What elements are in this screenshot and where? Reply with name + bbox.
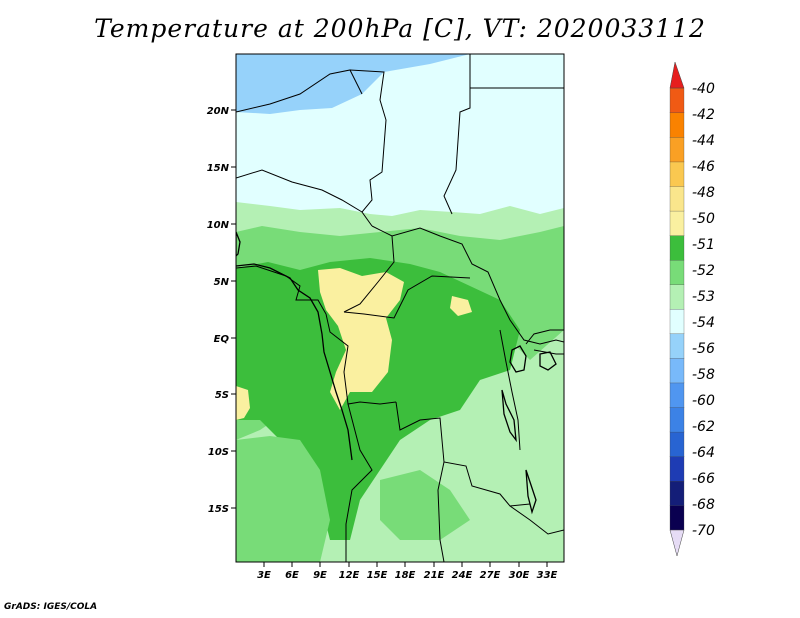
lon-label: 9E	[313, 570, 327, 581]
border-line	[343, 275, 471, 319]
lon-label: 21E	[424, 570, 445, 581]
border-line	[533, 349, 564, 355]
colorbar-label: -68	[692, 497, 715, 513]
colorbar-swatch	[669, 186, 685, 212]
colorbar: -40 -42 -44 -46 -48 -50 -51 -52 -53 -54 …	[669, 61, 715, 557]
colorbar-label: -62	[692, 419, 715, 435]
colorbar-label: -54	[692, 315, 715, 331]
lon-label: 15E	[367, 570, 388, 581]
colorbar-swatch	[669, 161, 685, 187]
lat-axis: 20N 15N 10N 5N EQ 5S 10S 15S	[207, 106, 236, 515]
lat-label: 15S	[208, 504, 229, 515]
border-line	[236, 169, 363, 213]
lon-label: 12E	[339, 570, 360, 581]
lat-label: 5N	[214, 277, 230, 288]
border-line	[371, 225, 564, 345]
colorbar-label: -50	[692, 211, 715, 227]
colorbar-label: -53	[692, 289, 715, 305]
border-line	[325, 313, 397, 405]
colorbar-swatch	[669, 235, 685, 261]
field-warm-pocket-3	[450, 296, 472, 316]
colorbar-swatch	[669, 210, 685, 236]
colorbar-swatch	[669, 284, 685, 310]
country-borders	[236, 54, 564, 562]
border-line	[236, 265, 327, 315]
lon-label: 30E	[509, 570, 530, 581]
lon-label: 6E	[285, 570, 299, 581]
temperature-field	[236, 54, 564, 562]
colorbar-label: -42	[692, 107, 715, 123]
border-line	[395, 401, 531, 507]
field-warm-pocket-1	[318, 268, 404, 410]
colorbar-label: -40	[692, 81, 715, 97]
colorbar-swatch	[669, 456, 685, 482]
lake	[236, 231, 241, 257]
lon-label: 3E	[257, 570, 271, 581]
colorbar-swatch	[669, 480, 685, 506]
colorbar-label: -51	[692, 237, 715, 253]
border-line	[525, 329, 564, 345]
colorbar-label: -64	[692, 445, 715, 461]
colorbar-bottom-arrow	[669, 529, 685, 557]
grads-credit: GrADS: IGES/COLA	[4, 602, 98, 612]
colorbar-label: -66	[692, 471, 715, 487]
colorbar-label: -52	[692, 263, 715, 279]
colorbar-swatch	[669, 382, 685, 408]
colorbar-swatch	[669, 136, 685, 163]
border-line	[236, 69, 363, 113]
colorbar-swatch	[669, 407, 685, 433]
colorbar-label: -58	[692, 367, 715, 383]
colorbar-label: -48	[692, 185, 715, 201]
field-coldest-corner	[236, 54, 470, 114]
colorbar-swatch	[669, 308, 685, 335]
border-line	[349, 69, 387, 227]
field-southeast-patch	[380, 470, 470, 540]
colorbar-label: -44	[692, 133, 715, 149]
lat-label: 15N	[207, 163, 230, 174]
lon-label: 24E	[452, 570, 473, 581]
border-line	[499, 329, 521, 451]
lat-label: 20N	[207, 106, 230, 117]
colorbar-swatch	[669, 333, 685, 359]
coastline	[236, 263, 353, 461]
field-warm-pocket-2	[236, 386, 250, 420]
colorbar-label: -70	[692, 523, 715, 539]
lon-label: 33E	[537, 570, 558, 581]
lon-label: 18E	[395, 570, 416, 581]
lake	[539, 351, 557, 371]
colorbar-label: -56	[692, 341, 715, 357]
lat-label: 5S	[215, 390, 229, 401]
border-line	[437, 461, 445, 562]
border-line	[345, 403, 373, 562]
field-southwest-patch	[236, 436, 330, 562]
lon-axis: 3E 6E 9E 12E 15E 18E 21E 24E 27E 30E 33E	[257, 562, 558, 581]
map-frame	[235, 53, 565, 563]
lat-label: 10S	[208, 447, 229, 458]
lake	[501, 389, 517, 443]
lon-label: 27E	[480, 570, 501, 581]
colorbar-label: -46	[692, 159, 715, 175]
lake	[509, 345, 527, 373]
colorbar-swatch	[669, 505, 685, 531]
lat-label: 10N	[207, 220, 230, 231]
colorbar-swatch	[669, 357, 685, 384]
colorbar-swatch	[669, 112, 685, 138]
colorbar-label: -60	[692, 393, 715, 409]
colorbar-top-arrow	[669, 61, 685, 89]
colorbar-swatch	[669, 259, 685, 285]
colorbar-swatch	[669, 87, 685, 114]
border-line	[443, 54, 471, 215]
colorbar-swatch	[669, 431, 685, 457]
border-line	[509, 505, 564, 535]
border-line	[343, 235, 395, 313]
lake	[525, 469, 537, 515]
lat-label: EQ	[214, 334, 230, 345]
coastlines-lakes	[236, 231, 557, 515]
map-title: Temperature at 200hPa [C], VT: 202003311…	[94, 14, 706, 43]
